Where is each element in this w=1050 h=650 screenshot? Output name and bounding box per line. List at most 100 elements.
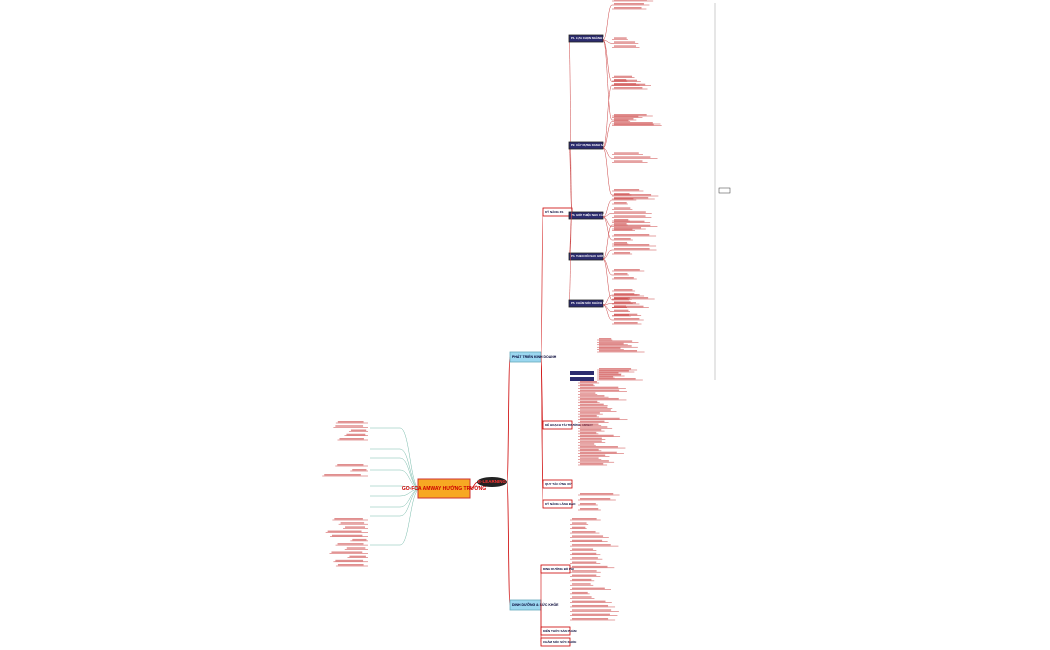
step: P1. LỰA CHỌN NGÀNH KINH DOANH [571, 35, 621, 40]
leaf-text [572, 548, 594, 550]
leaf-text [580, 386, 619, 389]
leaf-text [580, 437, 602, 440]
hub-shape [477, 477, 507, 487]
step-box [568, 34, 604, 43]
leaf-text [572, 565, 608, 568]
leaf-text [337, 421, 364, 423]
leaf-text [614, 228, 633, 231]
leaf-text [572, 587, 605, 590]
leaf-text [614, 248, 650, 250]
leaf-text [599, 347, 621, 350]
step-box [568, 141, 604, 150]
leaf-text [580, 454, 606, 457]
leaf-text [599, 338, 612, 340]
leaf-text [580, 395, 605, 397]
leaf-text [580, 498, 611, 500]
leaf-text [340, 522, 365, 524]
connector [602, 84, 613, 149]
step: P5. CHĂM SÓC KHÁCH HÀNG [571, 300, 611, 305]
connector [540, 356, 544, 505]
connector [506, 356, 511, 483]
leaf-text [614, 87, 643, 89]
leaf-text [614, 114, 647, 116]
leaf-text [352, 538, 367, 541]
leaf-text [614, 215, 646, 217]
leaf-text [614, 318, 640, 320]
leaf-text [337, 543, 364, 545]
connector [602, 216, 613, 241]
leaf-text [614, 238, 631, 240]
leaf-text [572, 613, 610, 616]
leaf-text [599, 368, 632, 370]
leaf-text [614, 7, 642, 9]
leaf-text [614, 219, 629, 221]
leaf-text [580, 434, 614, 437]
leaf-text [614, 123, 654, 126]
leaf-text [572, 552, 597, 555]
leaf-text [572, 522, 587, 524]
connector [602, 249, 613, 260]
leaf-text [580, 460, 609, 462]
leaf-text [614, 211, 646, 213]
leaf-text [614, 115, 639, 118]
leaf-text [614, 301, 631, 303]
leaf-text [614, 118, 634, 120]
leaf-text [580, 463, 604, 465]
leaf-text [572, 591, 588, 594]
leaf-text [614, 293, 635, 295]
topic-box [542, 499, 573, 509]
leaf-text [580, 503, 596, 505]
leaf-text [599, 378, 636, 380]
connector [602, 304, 613, 321]
leaf-text [599, 376, 614, 378]
leaf-text [339, 438, 364, 440]
leaf-text [346, 547, 366, 549]
leaf-text [580, 409, 611, 411]
leaf-text [614, 223, 627, 225]
leaf-text [345, 526, 366, 528]
connector [602, 147, 613, 196]
leaf-text [614, 305, 644, 308]
leaf-text [580, 420, 605, 423]
leaf-text [580, 446, 618, 448]
hub: E-LEARNING [478, 479, 506, 484]
branch: DINH DƯỠNG & SỨC KHỎE [512, 602, 559, 607]
leaf-text [614, 289, 633, 291]
leaf-text [614, 207, 631, 209]
leaf-text [572, 570, 597, 572]
leaf-text [572, 557, 598, 559]
connector [568, 37, 573, 213]
leaf-text [572, 604, 609, 607]
leaf-text [614, 242, 628, 244]
topic: DINH DƯỠNG BỔ PHI [543, 566, 574, 571]
leaf-text [572, 526, 586, 529]
leaf-text [337, 564, 364, 566]
leaf-text [580, 448, 599, 451]
leaf-text [337, 464, 364, 466]
leaf-text [614, 322, 638, 324]
leaf-text [614, 194, 652, 196]
topic: KỸ NĂNG 3S [545, 209, 563, 214]
leaf-text [331, 551, 363, 553]
leaf-text [614, 277, 634, 279]
leaf-text [580, 417, 620, 420]
leaf-text [599, 350, 638, 352]
topic: KỸ NĂNG LÃNH ĐẠO [545, 501, 576, 506]
leaf-text [614, 197, 649, 199]
root-box [417, 478, 471, 499]
leaf-text [614, 75, 633, 78]
topic-box [542, 420, 573, 430]
leaf-text [580, 397, 619, 400]
leaf-text [580, 426, 608, 428]
leaf-text [580, 381, 597, 383]
leaf-text [614, 119, 629, 122]
leaf-text [614, 202, 627, 204]
step: P3. GIỚI THIỆU NHU CẦU [571, 212, 605, 217]
connector [602, 39, 613, 82]
step-box [568, 299, 604, 308]
connector [602, 147, 613, 159]
leaf-text [324, 474, 361, 476]
